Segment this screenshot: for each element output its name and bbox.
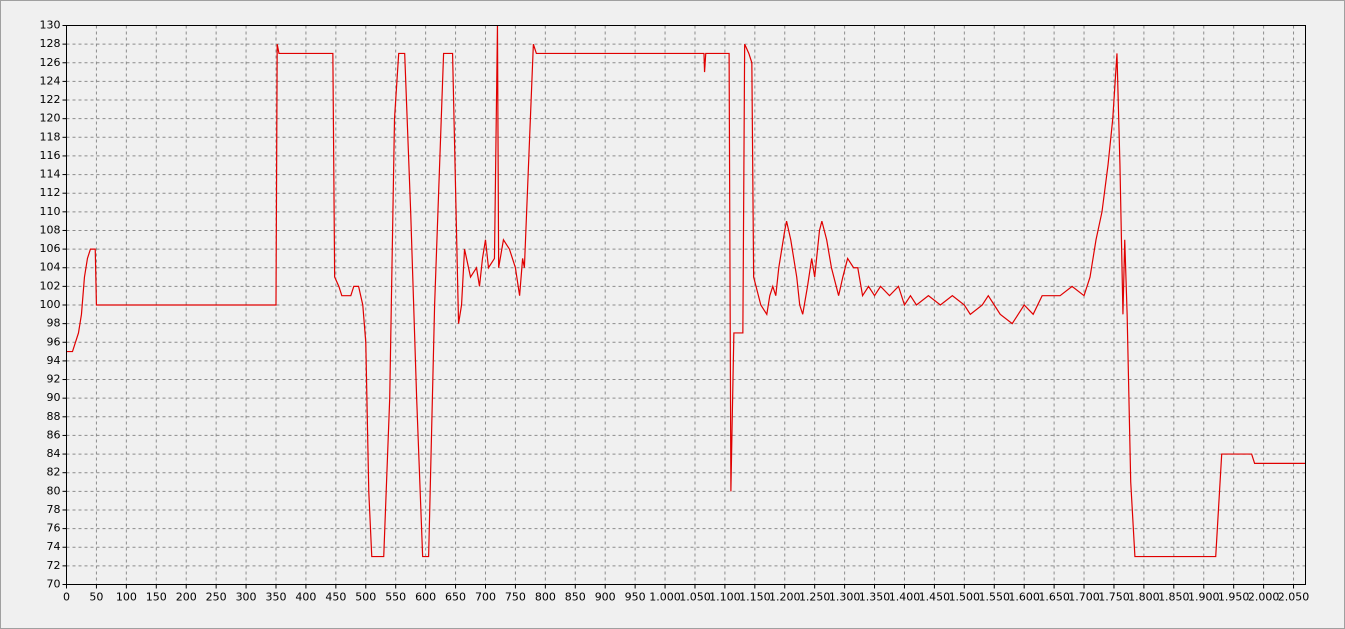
x-tick-label: 350 <box>265 591 286 604</box>
y-tick-label: 112 <box>40 186 61 199</box>
y-tick-label: 102 <box>40 279 61 292</box>
y-tick-label: 70 <box>47 578 61 591</box>
y-tick-label: 118 <box>40 130 61 143</box>
labels: 70 72 74 76 78 80 82 84 86 88 90 92 94 96 98 100 102 104 1… <box>40 19 1310 604</box>
x-tick-label: 800 <box>535 591 556 604</box>
x-tick-label: 1.700 <box>1068 591 1100 604</box>
y-tick-label: 78 <box>47 503 61 516</box>
y-tick-label: 100 <box>40 298 61 311</box>
y-tick-label: 98 <box>47 317 61 330</box>
y-tick-label: 96 <box>47 335 61 348</box>
y-tick-label: 86 <box>47 428 61 441</box>
plot <box>66 25 1306 558</box>
x-tick-label: 1.200 <box>769 591 801 604</box>
data-line <box>66 25 1306 558</box>
y-tick-label: 114 <box>40 168 61 181</box>
y-tick-label: 110 <box>40 205 61 218</box>
x-tick-label: 2.000 <box>1248 591 1280 604</box>
x-tick-label: 600 <box>415 591 436 604</box>
x-tick-label: 1.600 <box>1008 591 1040 604</box>
x-tick-label: 450 <box>325 591 346 604</box>
y-tick-label: 124 <box>40 74 61 87</box>
x-tick-label: 1.000 <box>649 591 681 604</box>
plot-border <box>66 25 1306 585</box>
x-tick-label: 300 <box>236 591 257 604</box>
x-tick-label: 1.250 <box>799 591 831 604</box>
x-tick-label: 550 <box>385 591 406 604</box>
y-tick-label: 106 <box>40 242 61 255</box>
x-tick-label: 950 <box>625 591 646 604</box>
x-tick-label: 400 <box>295 591 316 604</box>
y-tick-label: 108 <box>40 223 61 236</box>
y-tick-label: 74 <box>47 540 61 553</box>
x-tick-label: 1.750 <box>1098 591 1130 604</box>
y-tick-label: 122 <box>40 93 61 106</box>
y-tick-label: 116 <box>40 149 61 162</box>
x-tick-label: 250 <box>206 591 227 604</box>
x-tick-label: 1.800 <box>1128 591 1160 604</box>
y-tick-label: 104 <box>40 261 61 274</box>
x-tick-label: 500 <box>355 591 376 604</box>
x-tick-label: 1.150 <box>739 591 771 604</box>
x-tick-label: 1.550 <box>979 591 1011 604</box>
y-tick-label: 76 <box>47 522 61 535</box>
y-tick-label: 92 <box>47 373 61 386</box>
x-tick-label: 700 <box>475 591 496 604</box>
x-tick-label: 1.500 <box>949 591 981 604</box>
x-tick-label: 900 <box>595 591 616 604</box>
y-tick-label: 82 <box>47 466 61 479</box>
x-tick-label: 1.950 <box>1218 591 1250 604</box>
x-tick-label: 1.450 <box>919 591 951 604</box>
x-tick-label: 650 <box>445 591 466 604</box>
x-tick-label: 50 <box>89 591 103 604</box>
x-tick-label: 1.350 <box>859 591 891 604</box>
y-tick-label: 72 <box>47 559 61 572</box>
x-tick-label: 1.900 <box>1188 591 1220 604</box>
y-tick-label: 94 <box>47 354 61 367</box>
y-tick-label: 128 <box>40 37 61 50</box>
y-tick-label: 126 <box>40 56 61 69</box>
y-tick-label: 84 <box>47 447 61 460</box>
x-tick-label: 1.100 <box>709 591 741 604</box>
x-tick-label: 1.650 <box>1038 591 1070 604</box>
x-tick-label: 850 <box>565 591 586 604</box>
x-tick-label: 150 <box>146 591 167 604</box>
y-tick-label: 130 <box>40 19 61 32</box>
x-tick-label: 1.050 <box>679 591 711 604</box>
x-tick-label: 2.050 <box>1278 591 1310 604</box>
y-tick-label: 90 <box>47 391 61 404</box>
y-tick-label: 88 <box>47 410 61 423</box>
x-tick-label: 100 <box>116 591 137 604</box>
x-tick-label: 750 <box>505 591 526 604</box>
x-tick-label: 1.300 <box>829 591 861 604</box>
x-tick-label: 1.400 <box>889 591 921 604</box>
x-tick-label: 200 <box>176 591 197 604</box>
x-tick-label: 1.850 <box>1158 591 1190 604</box>
x-tick-label: 0 <box>63 591 70 604</box>
y-tick-label: 120 <box>40 112 61 125</box>
y-tick-label: 80 <box>47 484 61 497</box>
